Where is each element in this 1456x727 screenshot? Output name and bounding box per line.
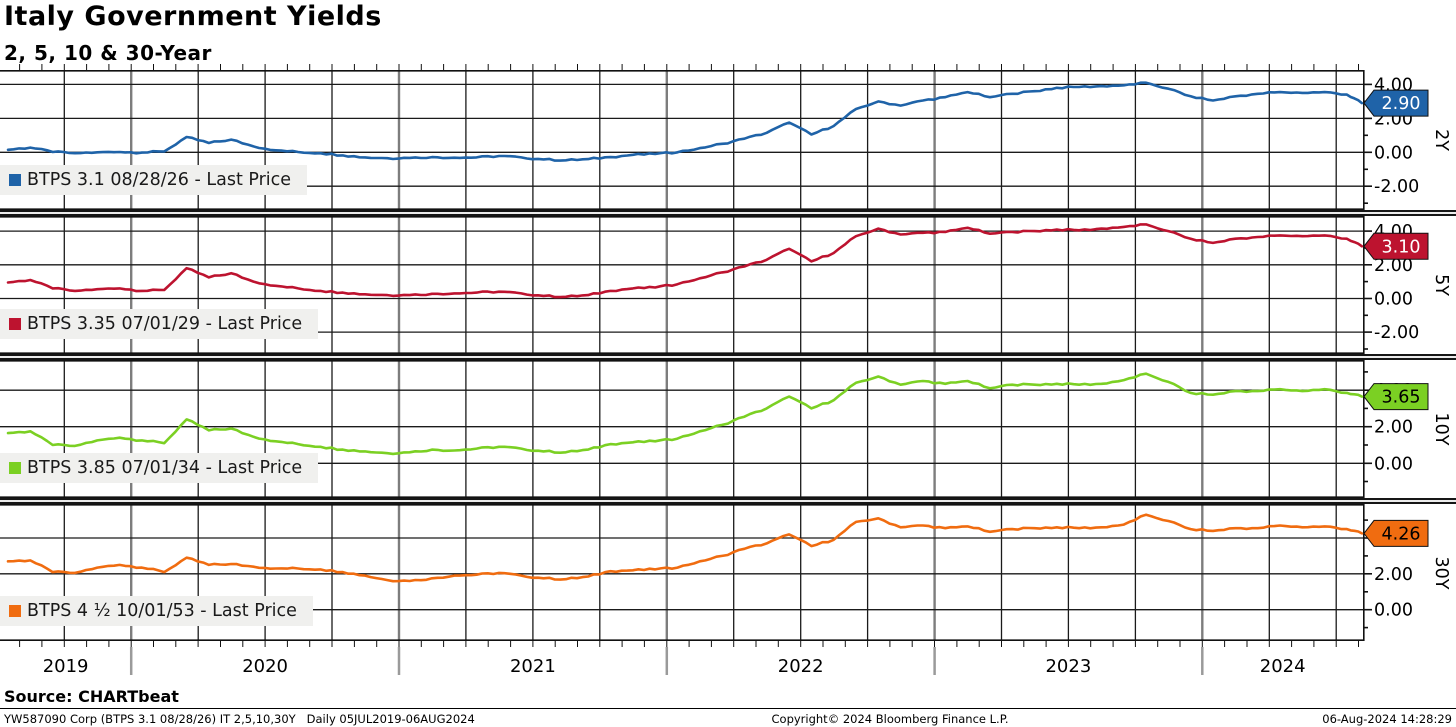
price-tag-value: 3.10 <box>1382 237 1421 257</box>
footer-divider <box>0 708 1456 709</box>
x-axis-year-label: 2022 <box>778 656 824 677</box>
y-tick-label: -2.00 <box>1374 323 1419 343</box>
price-tag-value: 4.26 <box>1382 524 1421 544</box>
panel-separator <box>0 210 1456 216</box>
legend-2y[interactable]: BTPS 3.1 08/28/26 - Last Price <box>0 165 308 195</box>
footer-bar: YW587090 Corp (BTPS 3.1 08/28/26) IT 2,5… <box>0 711 1456 727</box>
y-tick-label: 0.00 <box>1374 601 1413 621</box>
chart-title: Italy Government Yields <box>4 1 382 32</box>
legend-label-5y: BTPS 3.35 07/01/29 - Last Price <box>27 314 303 334</box>
price-tag-value: 2.90 <box>1382 94 1421 114</box>
legend-10y[interactable]: BTPS 3.85 07/01/34 - Last Price <box>0 453 319 483</box>
legend-swatch-5y <box>9 318 21 330</box>
series-line-30y <box>6 513 1364 583</box>
legend-swatch-10y <box>9 462 21 474</box>
price-tag-5y: 3.10 <box>1363 232 1429 260</box>
legend-5y[interactable]: BTPS 3.35 07/01/29 - Last Price <box>0 309 319 339</box>
axis-title-2y: 2Y <box>1431 129 1451 151</box>
y-tick-label: 2.00 <box>1374 256 1413 276</box>
series-line-5y <box>6 223 1364 299</box>
legend-swatch-30y <box>9 605 21 617</box>
y-tick-label: -2.00 <box>1374 177 1419 197</box>
x-axis-year-label: 2021 <box>510 656 556 677</box>
price-tag-value: 3.65 <box>1382 388 1421 408</box>
footer-security-info: YW587090 Corp (BTPS 3.1 08/28/26) IT 2,5… <box>4 712 475 726</box>
top-tick-strip <box>19 64 1359 70</box>
y-tick-label: 0.00 <box>1374 290 1413 310</box>
footer-timestamp: 06-Aug-2024 14:28:29 <box>1322 712 1452 726</box>
x-axis-year-label: 2019 <box>43 656 89 677</box>
y-tick-label: 2.00 <box>1374 565 1413 585</box>
y-tick-label: 0.00 <box>1374 454 1413 474</box>
axis-title-30y: 30Y <box>1431 556 1451 589</box>
panel-separator <box>0 354 1456 360</box>
axis-title-5y: 5Y <box>1431 274 1451 296</box>
y-tick-label: 2.00 <box>1374 418 1413 438</box>
source-label: Source: CHARTbeat <box>4 687 179 706</box>
panel-30y: 0.002.004.00 4.26 <box>0 504 1429 641</box>
price-tag-30y: 4.26 <box>1363 519 1429 547</box>
legend-swatch-2y <box>9 174 21 186</box>
x-axis-year-label: 2020 <box>242 656 288 677</box>
series-line-10y <box>6 372 1364 456</box>
legend-label-30y: BTPS 4 ½ 10/01/53 - Last Price <box>27 601 297 621</box>
axis-title-10y: 10Y <box>1431 412 1451 446</box>
y-tick-label: 0.00 <box>1374 143 1413 163</box>
chart-subtitle: 2, 5, 10 & 30-Year <box>4 41 212 65</box>
legend-30y[interactable]: BTPS 4 ½ 10/01/53 - Last Price <box>0 596 313 626</box>
footer-copyright: Copyright© 2024 Bloomberg Finance L.P. <box>771 712 1009 726</box>
price-tag-2y: 2.90 <box>1363 89 1429 117</box>
panel-separator <box>0 498 1456 504</box>
price-tag-10y: 3.65 <box>1363 383 1429 411</box>
series-line-2y <box>6 81 1364 162</box>
x-axis-year-label: 2023 <box>1045 656 1091 677</box>
x-axis-year-label: 2024 <box>1260 656 1306 677</box>
legend-label-10y: BTPS 3.85 07/01/34 - Last Price <box>27 458 303 478</box>
panel-5y: -2.000.002.004.00 3.10 <box>0 216 1429 354</box>
legend-label-2y: BTPS 3.1 08/28/26 - Last Price <box>27 170 292 190</box>
x-axis: 2019 2020 2021 2022 2023 2024 <box>19 641 1359 677</box>
